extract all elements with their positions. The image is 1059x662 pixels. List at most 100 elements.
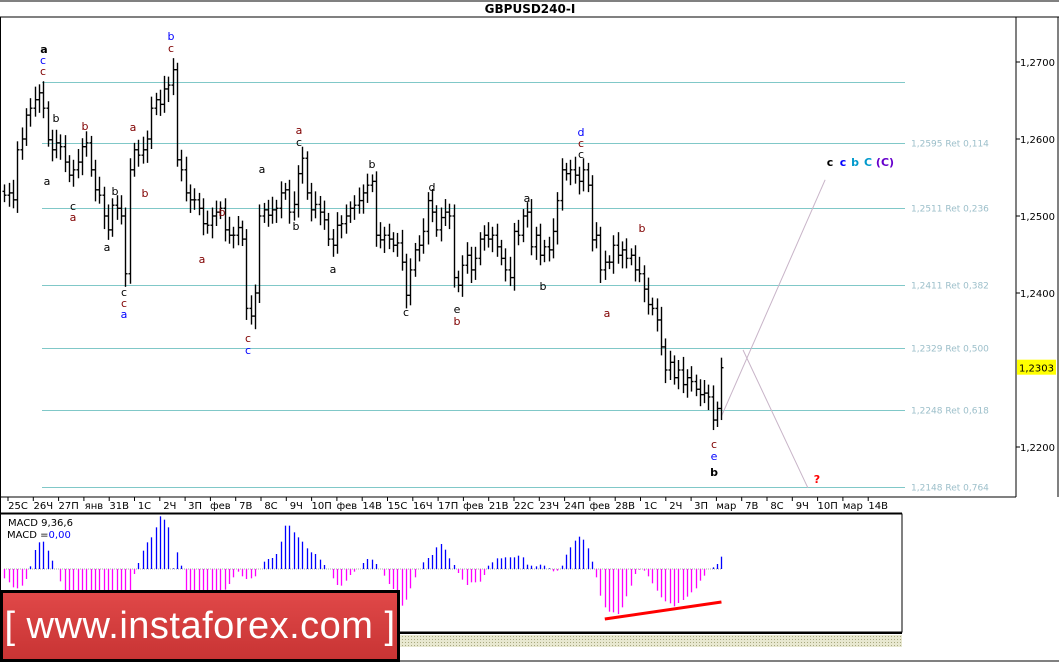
wave-label: b — [851, 156, 859, 169]
ohlc-bar — [516, 219, 521, 246]
time-tick-label: 16Ч — [413, 501, 433, 512]
macd-label: MACD 9,36,6 — [8, 518, 73, 529]
ohlc-bar — [210, 207, 215, 239]
time-tick-label: 1С — [644, 501, 657, 512]
ohlc-bar — [46, 101, 51, 147]
wave-label: c — [403, 306, 409, 319]
wave-label: a — [604, 307, 611, 320]
time-tick-label: 14В — [362, 501, 382, 512]
ohlc-bar — [339, 215, 344, 239]
ohlc-bar — [231, 226, 236, 249]
ohlc-bar — [426, 192, 431, 245]
ohlc-bar — [465, 242, 470, 274]
time-tick-label: 7В — [745, 501, 758, 512]
wave-label: a — [40, 43, 47, 56]
ohlc-bar — [171, 58, 176, 96]
ohlc-bar — [646, 277, 651, 315]
ohlc-bar — [20, 127, 25, 160]
ohlc-bar — [400, 229, 405, 271]
wave-label: d — [578, 126, 585, 139]
ohlc-bar — [650, 297, 655, 316]
wave-label: b — [710, 466, 718, 479]
ohlc-bar — [357, 187, 362, 214]
instaforex-logo[interactable]: [ www.instaforex.com ] — [0, 590, 400, 662]
ohlc-bar — [361, 184, 366, 214]
ohlc-bar — [15, 141, 20, 213]
wave-label: b — [82, 120, 89, 133]
time-tick-label: 3П — [694, 501, 708, 512]
wave-label: (C) — [876, 156, 894, 169]
wave-label: b — [639, 222, 646, 235]
projection-line — [742, 349, 809, 489]
ohlc-bar — [154, 92, 159, 116]
wave-label: b — [540, 280, 547, 293]
ohlc-bar — [128, 158, 133, 284]
wave-label: b — [293, 220, 300, 233]
ohlc-bar — [253, 284, 258, 330]
wave-label: a — [121, 308, 128, 321]
wave-label: c — [121, 286, 127, 299]
ohlc-bar — [711, 385, 716, 431]
ohlc-bar — [76, 149, 81, 179]
wave-label: a — [104, 241, 111, 254]
ohlc-bar — [551, 218, 556, 259]
ohlc-bar — [478, 232, 483, 266]
ohlc-bar — [456, 270, 461, 293]
wave-label: c — [578, 148, 584, 161]
ohlc-bar — [495, 223, 500, 257]
ohlc-bar — [54, 129, 59, 159]
ohlc-bar — [370, 174, 375, 193]
wave-label: d — [429, 181, 436, 194]
time-axis: 25С 26Ч 27П янв 31В 1С 2Ч 3П фев 7В 8С 9Ч 10П фев 14В 1… — [7, 497, 888, 512]
wave-label: ? — [814, 473, 820, 486]
ohlc-bar — [296, 165, 301, 218]
wave-label: c — [245, 332, 251, 345]
ohlc-bar — [262, 202, 267, 223]
ohlc-bar — [387, 223, 392, 250]
ohlc-bar — [184, 156, 189, 202]
projection-line — [720, 179, 826, 417]
time-tick-label: 2Ч — [163, 501, 176, 512]
ohlc-bar — [205, 210, 210, 234]
ohlc-bar — [344, 204, 349, 234]
time-tick-label: 7В — [239, 501, 252, 512]
ohlc-bar — [270, 196, 275, 224]
ohlc-bar — [395, 232, 400, 257]
macd-value-prefix: MACD = — [7, 530, 49, 541]
ohlc-bar — [698, 379, 703, 407]
ohlc-bar — [106, 204, 111, 240]
ohlc-bar — [236, 216, 241, 246]
wave-label: c — [296, 136, 302, 149]
wave-label: c — [70, 200, 76, 213]
ohlc-bar — [598, 226, 603, 283]
ohlc-bar — [266, 199, 271, 227]
time-tick-label: 10П — [311, 501, 331, 512]
ohlc-bar — [305, 151, 310, 200]
ohlc-bar — [136, 139, 141, 167]
time-tick-label: 15С — [388, 501, 408, 512]
fib-level-label: 1,2595 Ret 0,114 — [911, 140, 989, 150]
ohlc-bar — [633, 245, 638, 282]
ohlc-bar — [313, 191, 318, 219]
time-tick-label: 26Ч — [34, 501, 54, 512]
ohlc-bar — [309, 182, 314, 222]
ohlc-bar — [421, 218, 426, 254]
fib-level-label: 1,2329 Ret 0,500 — [911, 345, 989, 355]
ohlc-bar — [326, 212, 331, 247]
ohlc-bar — [408, 258, 413, 306]
price-tick-label: 1,2400 — [1020, 289, 1055, 300]
ohlc-bar — [158, 89, 163, 116]
ohlc-bar — [642, 265, 647, 303]
ohlc-bar — [149, 96, 154, 150]
time-tick-label: мар — [843, 501, 863, 512]
ohlc-bar — [655, 298, 660, 332]
ohlc-bar — [192, 188, 197, 210]
time-tick-label: 25С — [8, 501, 28, 512]
ohlc-bar — [443, 199, 448, 227]
ohlc-bar — [672, 355, 677, 385]
chart-title: GBPUSD240-I — [485, 2, 576, 16]
ohlc-bar — [603, 250, 608, 280]
ohlc-bar — [555, 192, 560, 245]
ohlc-bar — [145, 130, 150, 163]
ohlc-bar — [521, 209, 526, 243]
